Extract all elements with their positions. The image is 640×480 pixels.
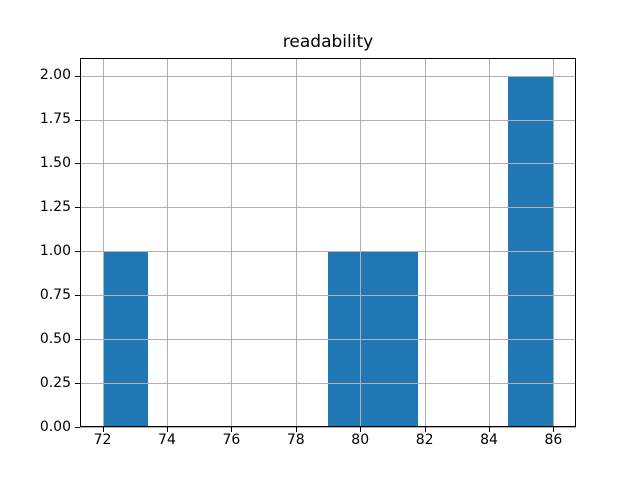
y-tick-mark xyxy=(75,75,80,77)
gridline-horizontal xyxy=(80,383,576,385)
x-tick-label: 72 xyxy=(93,432,112,448)
y-tick-label: 2.00 xyxy=(39,67,71,84)
x-tick-label: 84 xyxy=(480,432,498,448)
gridline-horizontal xyxy=(80,207,576,209)
x-tick-label: 74 xyxy=(158,432,176,448)
y-tick-label: 1.75 xyxy=(39,111,71,127)
gridline-vertical xyxy=(553,58,555,427)
y-tick-label: 0.50 xyxy=(39,330,71,347)
gridline-horizontal xyxy=(80,119,576,121)
gridline-vertical xyxy=(360,58,362,427)
gridline-vertical xyxy=(166,58,168,427)
x-tick-mark xyxy=(295,427,297,432)
y-tick-label: 1.25 xyxy=(39,198,71,215)
y-tick-label: 0.00 xyxy=(39,418,71,435)
chart-title: readability xyxy=(282,32,374,52)
y-tick-label: 1.00 xyxy=(39,242,71,259)
y-tick-mark xyxy=(75,427,80,428)
y-tick-label: 0.25 xyxy=(39,374,71,391)
y-tick-mark xyxy=(75,163,80,165)
gridline-vertical xyxy=(424,58,426,427)
y-tick-mark xyxy=(75,339,80,341)
x-tick-mark xyxy=(489,427,491,432)
gridline-vertical xyxy=(295,58,297,427)
y-tick-mark xyxy=(75,295,80,297)
gridline-horizontal xyxy=(80,339,576,341)
gridline-vertical xyxy=(102,58,104,427)
x-tick-label: 80 xyxy=(351,432,370,448)
x-tick-mark xyxy=(231,427,233,432)
y-tick-label: 1.50 xyxy=(39,154,71,171)
gridline-horizontal xyxy=(80,295,576,297)
x-tick-label: 82 xyxy=(415,432,434,448)
x-tick-label: 86 xyxy=(544,432,563,448)
y-tick-label: 0.75 xyxy=(39,286,71,303)
x-tick-mark xyxy=(424,427,426,432)
gridline-horizontal xyxy=(80,427,576,428)
y-tick-mark xyxy=(75,383,80,385)
plot-area xyxy=(80,58,576,428)
gridline-vertical xyxy=(489,58,491,427)
y-tick-mark xyxy=(75,251,80,253)
x-tick-label: 76 xyxy=(222,432,241,448)
gridline-vertical xyxy=(231,58,233,427)
gridline-horizontal xyxy=(80,163,576,165)
y-tick-mark xyxy=(75,119,80,121)
y-tick-mark xyxy=(75,207,80,209)
x-tick-mark xyxy=(553,427,555,432)
x-tick-mark xyxy=(102,427,104,432)
gridline-horizontal xyxy=(80,75,576,77)
x-tick-mark xyxy=(360,427,362,432)
x-tick-mark xyxy=(166,427,168,432)
x-tick-label: 78 xyxy=(286,432,305,448)
gridline-horizontal xyxy=(80,251,576,253)
